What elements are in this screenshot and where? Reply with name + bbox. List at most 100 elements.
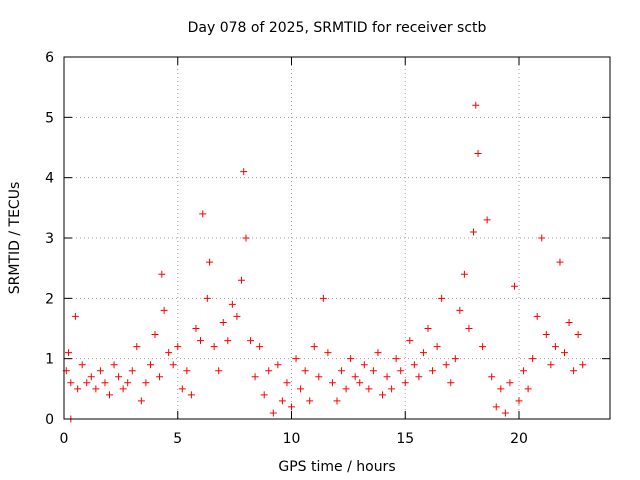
data-point — [233, 312, 241, 320]
data-point — [115, 373, 123, 381]
data-point — [470, 228, 477, 236]
data-point — [492, 403, 500, 411]
data-point — [456, 306, 464, 314]
data-point — [542, 331, 550, 339]
data-point — [158, 270, 166, 278]
data-point — [524, 385, 532, 393]
data-point — [87, 373, 95, 381]
data-point — [565, 318, 573, 326]
y-tick-label: 1 — [45, 352, 54, 368]
data-point — [419, 349, 427, 357]
data-point — [251, 373, 259, 381]
data-point — [165, 349, 173, 357]
data-point — [199, 210, 207, 218]
data-point — [447, 379, 455, 387]
data-point — [574, 331, 582, 339]
data-point — [333, 397, 341, 405]
data-point — [174, 343, 182, 351]
data-point — [224, 337, 232, 345]
data-point — [110, 361, 118, 369]
data-point — [306, 397, 314, 405]
y-tick-label: 2 — [45, 291, 54, 307]
data-point — [124, 379, 132, 387]
data-point — [260, 391, 268, 399]
data-point — [360, 361, 368, 369]
data-point — [256, 343, 264, 351]
data-point — [283, 379, 291, 387]
data-point — [119, 385, 127, 393]
x-tick-label: 20 — [510, 431, 528, 447]
y-tick-label: 5 — [45, 110, 54, 126]
data-point — [292, 355, 300, 363]
data-point — [388, 385, 396, 393]
data-point — [187, 391, 195, 399]
data-point — [561, 349, 568, 357]
data-point — [472, 101, 480, 109]
data-point — [379, 391, 386, 399]
data-point — [342, 385, 350, 393]
data-point — [67, 379, 75, 387]
y-tick-label: 4 — [45, 171, 54, 187]
data-point — [529, 355, 537, 363]
data-point — [106, 391, 113, 399]
data-point — [369, 367, 377, 375]
data-point — [319, 294, 327, 302]
data-point — [324, 349, 332, 357]
data-point — [192, 325, 200, 332]
data-point — [242, 234, 250, 242]
data-point — [515, 397, 523, 405]
data-point — [479, 343, 487, 351]
axis-ticks: 0 1 2 3 4 5 6 0 5 10 15 20 — [45, 50, 610, 447]
data-point — [520, 367, 528, 375]
data-point — [415, 373, 423, 381]
data-point — [451, 355, 459, 363]
y-tick-label: 0 — [45, 412, 54, 428]
data-point — [265, 367, 273, 375]
x-tick-label: 0 — [60, 431, 69, 447]
data-point — [551, 343, 559, 351]
data-point — [538, 234, 546, 242]
data-point — [570, 367, 578, 375]
data-point — [137, 397, 145, 405]
data-point — [347, 355, 355, 363]
data-point — [215, 367, 223, 375]
data-point — [510, 282, 518, 290]
data-point — [210, 343, 218, 351]
data-point — [442, 361, 450, 369]
data-points — [62, 101, 587, 423]
data-point — [383, 373, 391, 381]
data-point — [78, 361, 86, 369]
data-point — [169, 361, 177, 369]
data-point — [237, 276, 245, 284]
data-point — [128, 367, 136, 375]
data-point — [488, 373, 496, 381]
data-point — [465, 325, 473, 332]
y-axis-label: SRMTID / TECUs — [7, 182, 23, 295]
data-point — [410, 361, 418, 369]
x-axis-label: GPS time / hours — [278, 459, 395, 475]
data-point — [228, 300, 236, 308]
chart-title: Day 078 of 2025, SRMTID for receiver sct… — [188, 20, 487, 36]
data-point — [474, 150, 482, 158]
data-point — [160, 306, 168, 314]
data-point — [460, 270, 468, 278]
data-point — [401, 379, 409, 387]
data-point — [579, 361, 587, 369]
data-point — [365, 385, 373, 393]
y-tick-label: 6 — [45, 50, 54, 66]
data-point — [483, 216, 491, 224]
x-tick-label: 15 — [396, 431, 414, 447]
data-point — [301, 367, 309, 375]
data-point — [556, 258, 564, 266]
data-point — [83, 379, 91, 387]
data-point — [146, 361, 154, 369]
data-point — [274, 361, 282, 369]
data-point — [392, 355, 400, 363]
data-point — [397, 367, 405, 375]
y-tick-label: 3 — [45, 231, 54, 247]
data-point — [501, 409, 509, 417]
data-point — [433, 343, 441, 351]
data-point — [310, 343, 318, 351]
data-point — [269, 409, 277, 417]
